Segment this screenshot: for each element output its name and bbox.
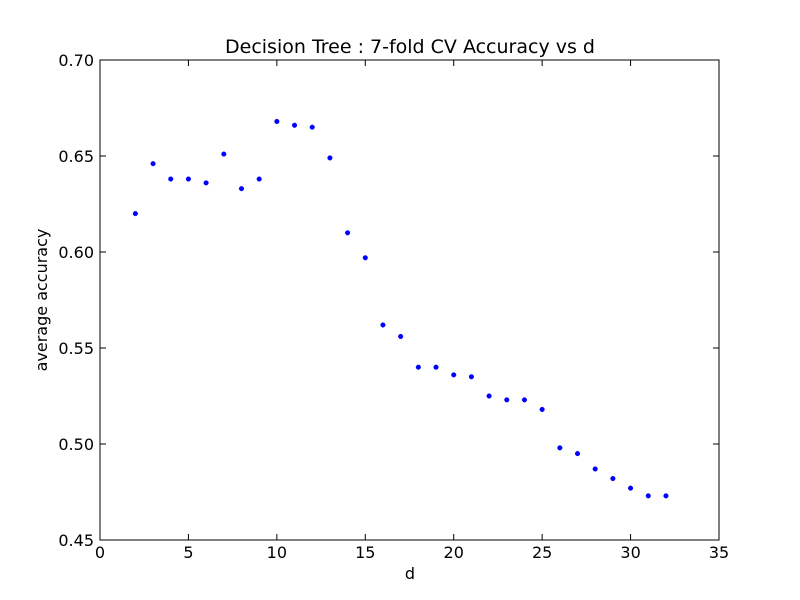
y-axis-label: average accuracy	[32, 229, 51, 372]
data-point	[274, 118, 280, 124]
y-tick-label: 0.70	[58, 51, 94, 70]
data-point	[221, 151, 227, 157]
data-point	[168, 176, 174, 182]
data-point	[291, 122, 298, 128]
x-tick-label: 30	[620, 543, 640, 562]
x-tick-label: 15	[355, 543, 375, 562]
data-point	[521, 397, 528, 403]
data-point	[610, 476, 616, 482]
data-point	[557, 445, 563, 451]
data-point	[398, 333, 404, 340]
x-tick-label: 20	[444, 543, 464, 562]
data-point	[433, 364, 439, 370]
data-point	[539, 406, 545, 412]
data-point	[345, 230, 351, 236]
data-point	[574, 451, 581, 457]
data-point	[362, 255, 368, 261]
data-point	[380, 322, 386, 328]
data-point	[415, 364, 421, 370]
x-axis-label: d	[405, 564, 415, 583]
data-point	[132, 211, 138, 217]
y-tick-label: 0.60	[58, 243, 94, 262]
y-tick-label: 0.55	[58, 339, 94, 358]
data-points	[132, 118, 669, 499]
data-point	[486, 393, 492, 399]
data-point	[663, 493, 669, 499]
x-tick-label: 5	[183, 543, 193, 562]
data-point	[645, 493, 651, 499]
x-tick-label: 10	[267, 543, 287, 562]
data-point	[468, 374, 474, 380]
data-point	[451, 372, 457, 378]
data-point	[592, 466, 598, 472]
x-tick-label: 25	[532, 543, 552, 562]
x-tick-label: 35	[709, 543, 729, 562]
data-point	[203, 180, 209, 186]
y-tick-label: 0.65	[58, 147, 94, 166]
x-tick-label: 0	[95, 543, 105, 562]
data-point	[327, 155, 333, 161]
data-point	[309, 124, 315, 130]
data-point	[185, 176, 191, 182]
axis-ticks: 0 5 10 15 20 25 30 35 0.45 0.50 0.55 0.60 0.65 0.70	[58, 51, 729, 562]
y-tick-label: 0.50	[58, 435, 94, 454]
chart-title: Decision Tree : 7-fold CV Accuracy vs d	[225, 36, 595, 58]
data-point	[238, 186, 245, 192]
plot-area-frame	[99, 59, 720, 541]
data-point	[628, 485, 634, 491]
data-point	[504, 397, 510, 403]
data-point	[256, 176, 262, 182]
y-tick-label: 0.45	[58, 531, 94, 550]
data-point	[150, 161, 156, 167]
